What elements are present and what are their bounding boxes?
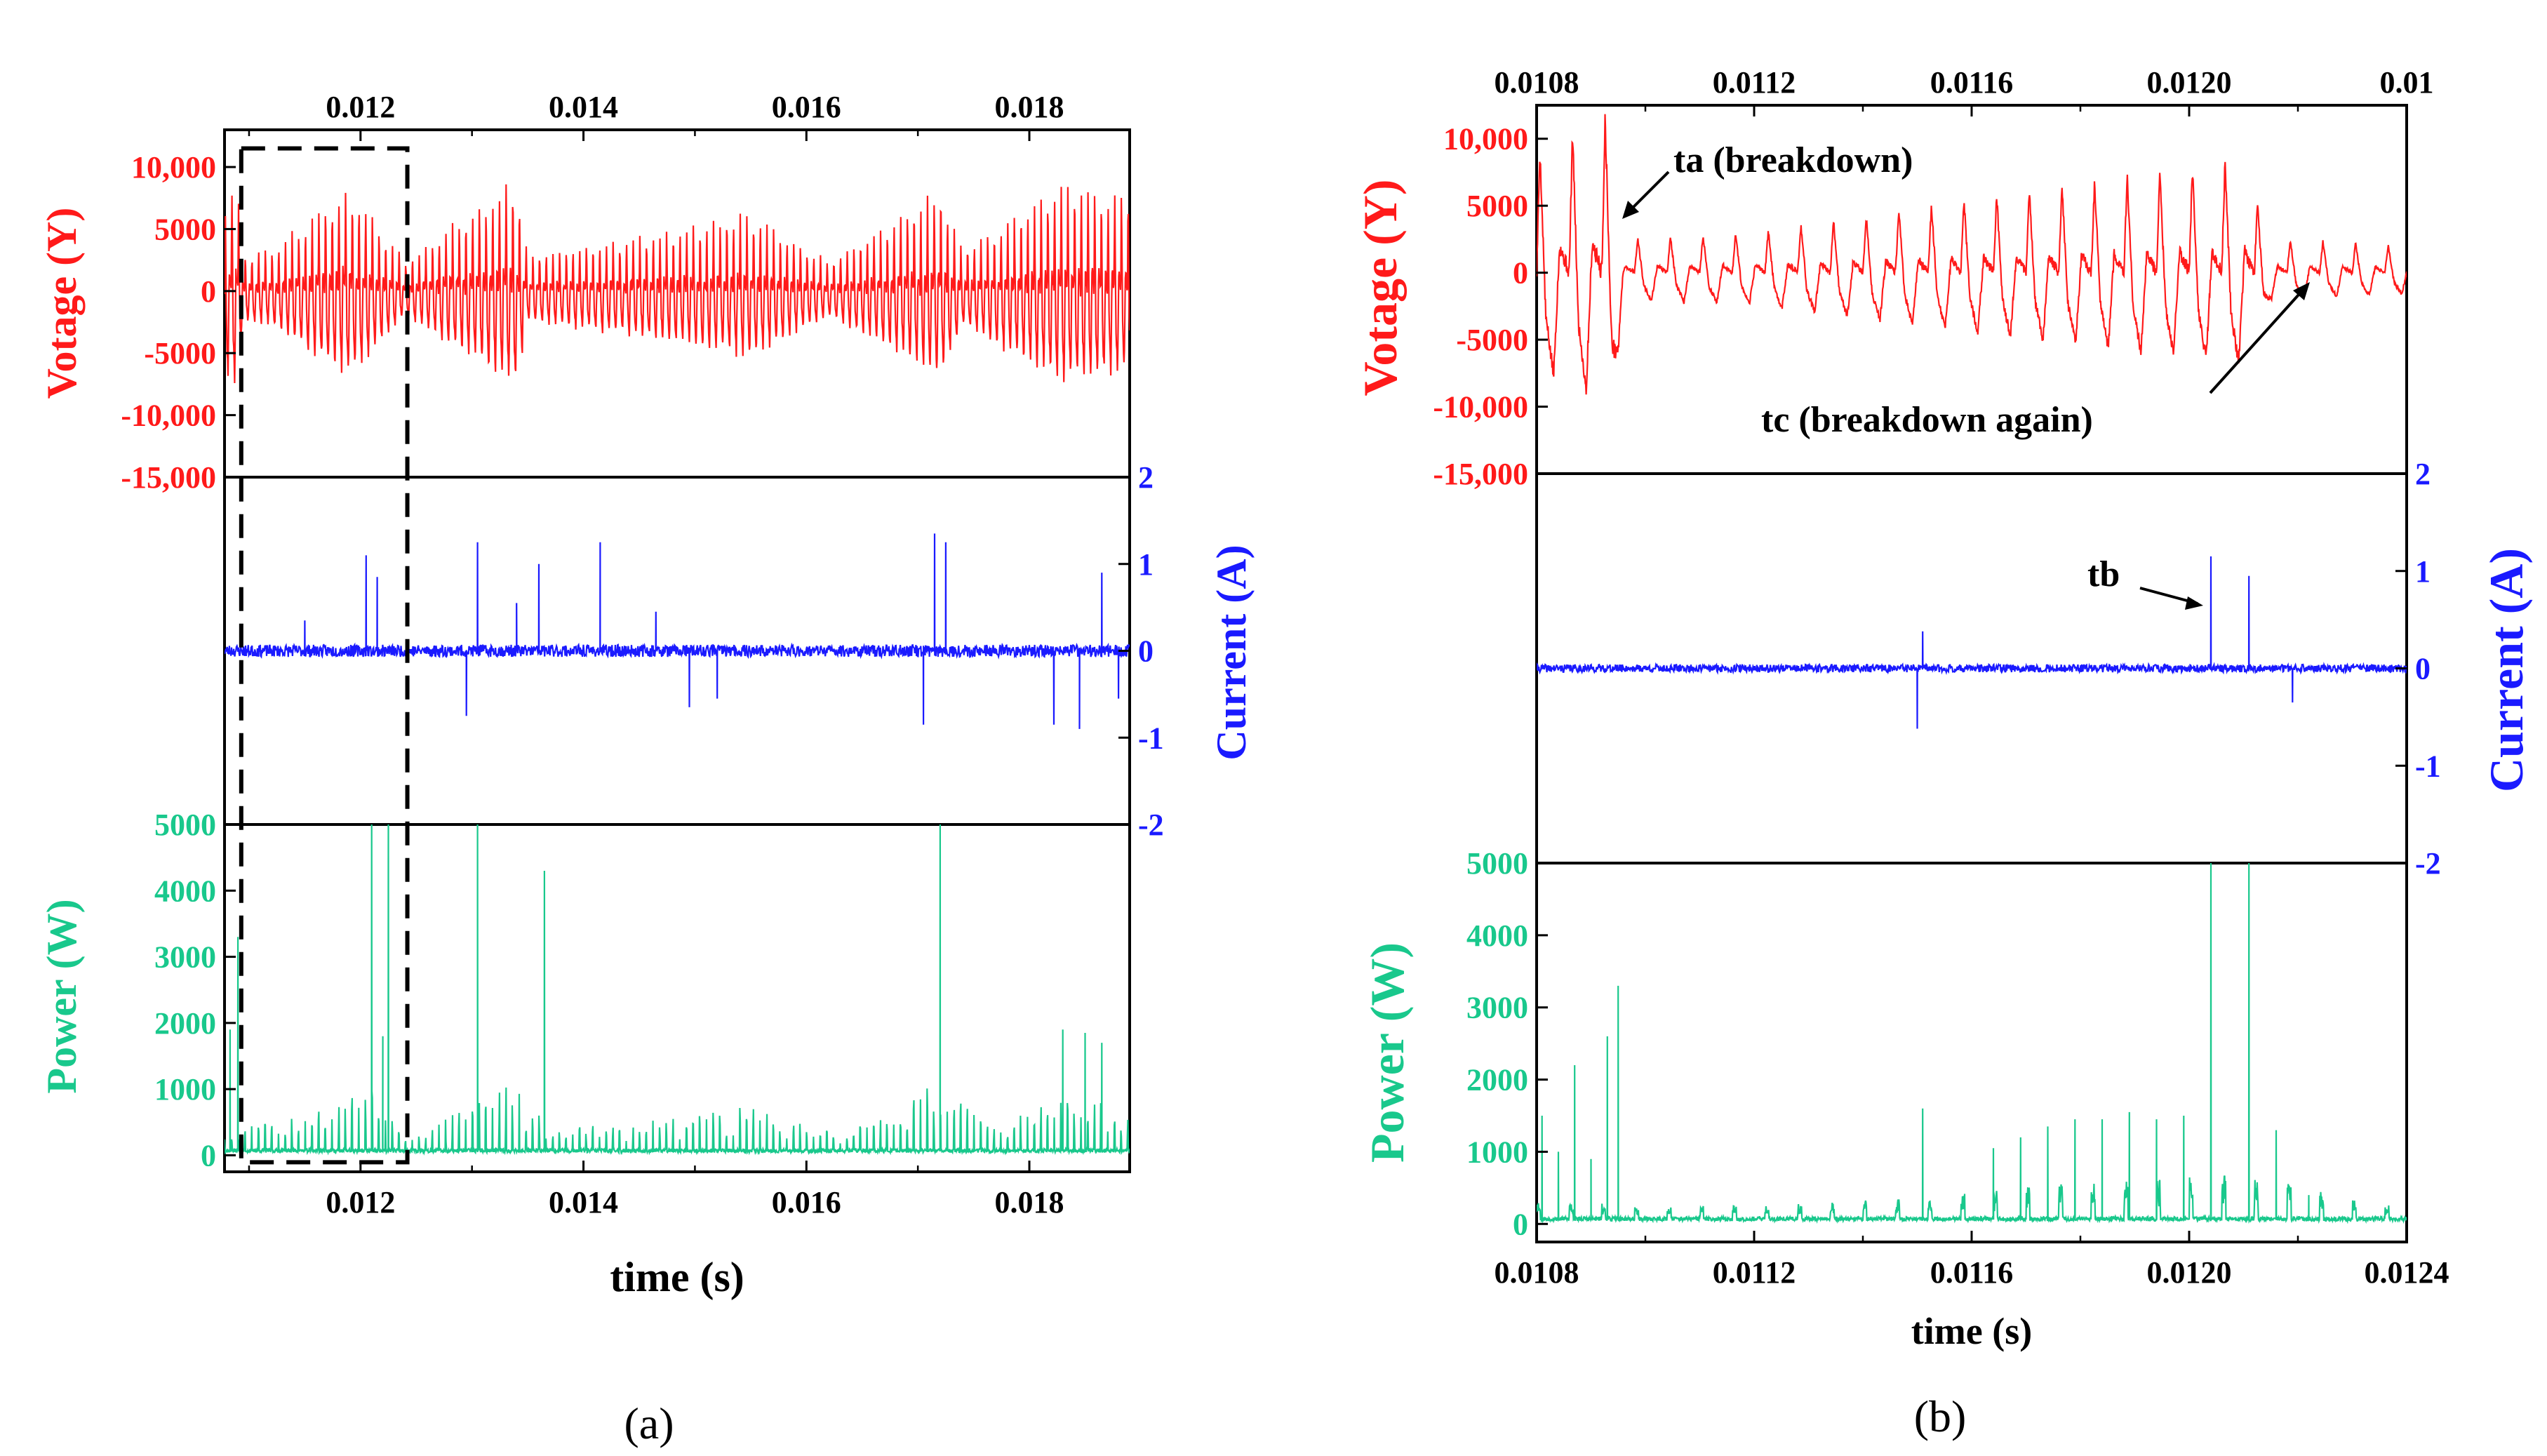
b-power-y-tick-label: 1000 <box>1466 1135 1528 1169</box>
annotation-tb-arrowhead <box>2185 596 2203 610</box>
b-current-y-tick-label: 1 <box>2415 554 2431 589</box>
b-power-plot: 5000 4000 3000 2000 1000 0 0.0108 0.0112 0.0116 0… <box>1466 846 2449 1290</box>
b-power-series-line <box>1537 863 2407 1224</box>
b-voltage-y-tick-label: 0 <box>1513 256 1528 290</box>
a-power-x-tick-label: 0.014 <box>549 1185 618 1220</box>
b-voltage-y-tick-label: 10,000 <box>1443 122 1528 156</box>
b-power-y-tick-label: 0 <box>1513 1207 1528 1241</box>
a-power-x-tick-label: 0.018 <box>995 1185 1064 1220</box>
panel-b: 10,000 5000 0 -5000 -10,000 -15,000 0.0108 0.01… <box>1353 65 2533 1441</box>
a-power-y-tick-label: 5000 <box>154 808 216 842</box>
b-current-series-line <box>1537 556 2407 729</box>
panel-a-label: (a) <box>624 1398 674 1448</box>
annotation-ta-text: ta (breakdown) <box>1673 140 1913 180</box>
b-power-axis-label: Power (W) <box>1361 942 1414 1163</box>
b-power-x-tick-label: 0.0124 <box>2365 1255 2449 1290</box>
a-voltage-series-line <box>225 184 1130 384</box>
a-power-x-tick-label: 0.012 <box>326 1185 395 1220</box>
b-power-x-tick-label: 0.0108 <box>1495 1255 1579 1290</box>
a-voltage-axis-label: Votage (Y) <box>39 208 85 399</box>
b-voltage-x-tick-label: 0.0112 <box>1713 65 1796 100</box>
a-power-y-tick-label: 4000 <box>154 874 216 908</box>
a-current-series-line <box>225 533 1130 729</box>
b-power-y-tick-label: 2000 <box>1466 1063 1528 1097</box>
annotation-tb-text: tb <box>2087 554 2120 594</box>
b-power-x-tick-label: 0.0116 <box>1930 1255 2014 1290</box>
a-voltage-y-tick-label: -5000 <box>144 336 216 370</box>
a-power-x-tick-label: 0.016 <box>772 1185 841 1220</box>
b-voltage-y-tick-label: -15,000 <box>1433 457 1528 491</box>
b-voltage-x-tick-label: 0.0108 <box>1495 65 1579 100</box>
a-current-y-tick-label: 2 <box>1138 460 1154 495</box>
b-current-plot: 2 1 0 -1 -2 <box>1535 457 2441 881</box>
b-x-axis-label: time (s) <box>1911 1310 2032 1352</box>
a-zoom-box <box>239 146 410 1165</box>
b-power-x-tick-label: 0.0120 <box>2147 1255 2232 1290</box>
b-voltage-y-tick-label: 5000 <box>1466 189 1528 223</box>
panel-a: 10,000 5000 0 -5000 -10,000 -15,000 0.012 0.014… <box>39 90 1255 1448</box>
a-power-series-line <box>225 824 1130 1156</box>
annotation-ta: ta (breakdown) <box>1622 140 1913 219</box>
annotation-tc-arrowhead <box>2293 282 2310 300</box>
a-power-y-tick-label: 3000 <box>154 940 216 975</box>
a-voltage-y-tick-label: 10,000 <box>131 150 216 185</box>
a-current-y-tick-label: 0 <box>1138 634 1154 669</box>
a-voltage-x-tick-label: 0.018 <box>995 90 1064 124</box>
a-power-frame <box>223 823 1131 1173</box>
b-current-y-tick-label: 0 <box>2415 652 2431 686</box>
b-power-x-tick-label: 0.0112 <box>1713 1255 1796 1290</box>
a-current-y-tick-label: -2 <box>1138 808 1164 842</box>
b-voltage-y-tick-label: -5000 <box>1456 323 1528 357</box>
annotation-tc-arrow <box>2209 286 2306 394</box>
b-voltage-series-line <box>1537 114 2407 395</box>
a-current-axis-label: Current (A) <box>1208 545 1255 760</box>
a-voltage-x-tick-label: 0.014 <box>549 90 618 124</box>
annotation-tc-text: tc (breakdown again) <box>1761 400 2093 440</box>
a-voltage-plot: 10,000 5000 0 -5000 -10,000 -15,000 0.012 0.014… <box>121 90 1131 495</box>
a-current-y-tick-label: -1 <box>1138 721 1164 755</box>
a-x-axis-label: time (s) <box>610 1254 744 1300</box>
annotation-ta-arrowhead <box>1622 201 1639 219</box>
a-power-y-tick-label: 0 <box>201 1138 216 1173</box>
a-voltage-y-tick-label: 5000 <box>154 212 216 246</box>
a-power-y-tick-label: 1000 <box>154 1072 216 1107</box>
panel-b-label: (b) <box>1914 1391 1967 1441</box>
a-voltage-y-tick-label: 0 <box>201 274 216 309</box>
a-power-axis-label: Power (W) <box>39 899 85 1093</box>
b-power-y-tick-label: 5000 <box>1466 846 1528 881</box>
b-power-y-tick-label: 4000 <box>1466 919 1528 953</box>
a-voltage-x-tick-label: 0.012 <box>326 90 395 124</box>
b-voltage-x-tick-label: 0.01 <box>2380 65 2434 100</box>
b-voltage-x-tick-label: 0.0116 <box>1930 65 2014 100</box>
b-current-y-tick-label: -2 <box>2415 846 2441 881</box>
b-voltage-axis-label: Votage (Y) <box>1353 179 1407 396</box>
b-power-y-tick-label: 3000 <box>1466 991 1528 1025</box>
b-voltage-y-tick-label: -10,000 <box>1433 390 1528 425</box>
a-current-y-tick-label: 1 <box>1138 547 1154 582</box>
annotation-tb: tb <box>2087 554 2203 610</box>
a-power-plot: 5000 4000 3000 2000 1000 0 0.012 0.014 0.016 0.01… <box>154 808 1131 1220</box>
b-current-axis-label: Current (A) <box>2480 548 2533 792</box>
b-current-y-tick-label: -1 <box>2415 749 2441 783</box>
a-voltage-y-tick-label: -10,000 <box>121 399 216 433</box>
annotation-tc: tc (breakdown again) <box>1761 282 2310 440</box>
b-current-y-tick-label: 2 <box>2415 457 2431 491</box>
a-current-plot: 2 1 0 -1 -2 <box>223 460 1164 842</box>
b-voltage-x-tick-label: 0.0120 <box>2147 65 2232 100</box>
a-voltage-y-tick-label: -15,000 <box>121 460 216 495</box>
a-voltage-x-tick-label: 0.016 <box>772 90 841 124</box>
a-power-y-tick-label: 2000 <box>154 1006 216 1041</box>
